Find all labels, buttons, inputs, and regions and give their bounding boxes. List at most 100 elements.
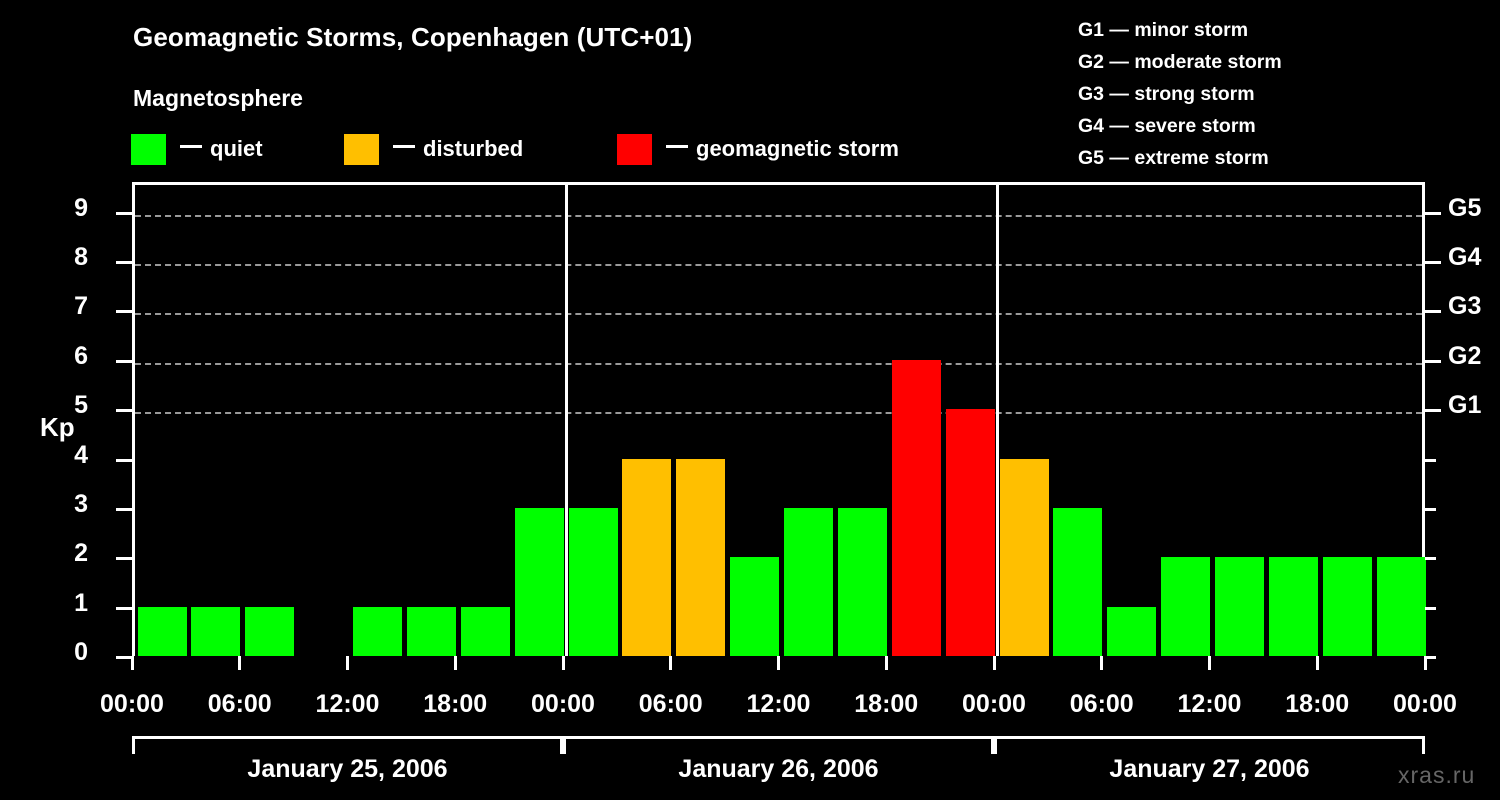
bar [784,507,833,656]
bar [515,507,564,656]
legend-dash-icon [180,144,202,148]
g-scale-legend: G1 — minor storm G2 — moderate storm G3 — … [1078,14,1282,174]
y-tick-label-5: 5 [74,391,88,420]
y-tick-mark-0 [116,656,132,659]
bar [892,359,941,656]
plot-frame [132,182,1426,656]
legend-entry-disturbed: disturbed [344,133,523,165]
bar [1000,458,1049,656]
bar [407,606,456,656]
x-tick-mark-9 [1100,656,1104,670]
bar [1377,557,1426,656]
bar [1215,557,1264,656]
x-tick-label-12: 00:00 [1393,690,1457,718]
day-label-3: January 27, 2006 [1109,755,1310,783]
gridline-kp-9 [135,214,1422,217]
bar [1053,507,1102,656]
day-label-1: January 25, 2006 [247,755,448,783]
y-tick-label-0: 0 [74,638,88,666]
legend-dash-icon [666,144,688,148]
bar [245,606,294,656]
x-tick-label-11: 18:00 [1285,690,1350,718]
x-tick-label-3: 18:00 [423,690,488,718]
legend-swatch-icon [617,133,652,165]
x-tick-label-1: 06:00 [207,690,272,718]
day-bracket-2 [563,736,994,754]
bar [461,606,510,656]
y-tick-label-8: 8 [74,243,88,271]
day-divider-2 [995,185,999,656]
y-tick-mark-7 [116,310,132,314]
right-minor-tick-2 [1425,557,1436,561]
day-bracket-1 [132,736,563,754]
right-minor-tick-1 [1425,606,1436,610]
x-tick-label-6: 12:00 [746,690,811,718]
y-tick-label-3: 3 [74,489,88,518]
day-divider-1 [564,185,568,656]
page-title: Geomagnetic Storms, Copenhagen (UTC+01) [133,22,693,52]
y-tick-mark-2 [116,557,132,561]
legend-entry-quiet: quiet [131,133,263,165]
y-tick-label-2: 2 [74,539,88,568]
x-tick-mark-4 [561,656,565,670]
x-tick-mark-0 [130,656,134,670]
g-tick-label-G4: G4 [1448,243,1482,271]
y-tick-mark-6 [116,359,132,363]
x-tick-mark-1 [238,656,242,670]
x-tick-label-2: 12:00 [315,690,380,718]
x-tick-mark-3 [453,656,457,670]
y-tick-mark-8 [116,261,132,264]
g-tick-mark-G3 [1425,310,1441,314]
day-bracket-3 [994,736,1425,754]
watermark: xras.ru [1398,762,1476,788]
g-tick-mark-G1 [1425,409,1441,413]
g-legend-row-5: G5 — extreme storm [1078,147,1269,169]
g-tick-mark-G4 [1425,261,1441,264]
y-tick-label-6: 6 [74,341,88,370]
legend-swatch-icon [344,133,379,165]
g-legend-row-2: G2 — moderate storm [1078,51,1282,73]
x-tick-label-10: 12:00 [1177,690,1242,718]
bar [353,606,402,656]
bar [946,409,995,656]
legend-dash-icon [393,144,415,148]
g-tick-mark-G2 [1425,359,1441,363]
gridline-kp-5 [135,412,1422,415]
y-tick-mark-1 [116,606,132,610]
y-tick-label-7: 7 [74,292,88,321]
bar [676,458,725,656]
bar [1161,557,1210,656]
day-label-2: January 26, 2006 [678,755,879,783]
y-axis-label: Kp [40,412,75,442]
right-minor-tick-3 [1425,507,1436,511]
y-tick-mark-9 [116,211,132,215]
bar [1323,557,1372,656]
y-tick-label-1: 1 [74,588,88,617]
bar [622,458,671,656]
x-tick-mark-7 [884,656,888,670]
gridline-kp-6 [135,362,1422,365]
bar [138,606,187,656]
x-tick-mark-12 [1423,656,1427,670]
g-tick-label-G3: G3 [1448,292,1482,321]
bar [1107,606,1156,656]
legend-label: disturbed [393,136,523,162]
legend-entry-geomagnetic-storm: geomagnetic storm [617,133,899,165]
x-tick-mark-11 [1315,656,1319,670]
right-minor-tick-0 [1425,656,1436,659]
g-tick-label-G1: G1 [1448,391,1482,420]
y-tick-label-4: 4 [74,440,88,469]
x-tick-mark-8 [992,656,996,670]
right-minor-tick-4 [1425,458,1436,462]
x-tick-label-8: 00:00 [962,690,1026,718]
legend-label: geomagnetic storm [666,136,899,162]
x-tick-label-5: 06:00 [638,690,703,718]
g-legend-row-3: G3 — strong storm [1078,83,1255,105]
y-tick-mark-4 [116,458,132,462]
legend-swatch-icon [131,133,166,165]
g-legend-row-4: G4 — severe storm [1078,115,1256,137]
bar [838,507,887,656]
y-tick-mark-3 [116,507,132,511]
y-tick-mark-5 [116,409,132,413]
